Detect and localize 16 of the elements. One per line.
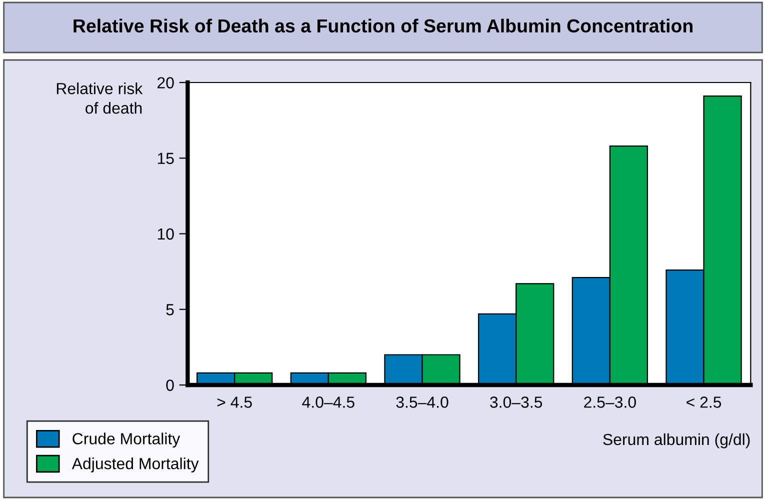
x-tick-label: 4.0–4.5 bbox=[302, 396, 354, 408]
x-tick-label: < 2.5 bbox=[686, 396, 722, 408]
y-tick-label: 5 bbox=[166, 304, 174, 316]
y-tick-label: 10 bbox=[158, 228, 174, 240]
legend-label: Crude Mortality bbox=[72, 432, 180, 448]
y-tick-label: 0 bbox=[166, 380, 174, 391]
legend-label: Adjusted Mortality bbox=[72, 458, 199, 472]
x-tick-label: 3.5–4.0 bbox=[396, 396, 448, 408]
y-axis-title: Relative risk of death bbox=[56, 82, 143, 114]
y-tick-label: 20 bbox=[158, 77, 174, 88]
x-axis-title: Serum albumin (g/dl) bbox=[603, 433, 750, 448]
x-tick-label: 3.0–3.5 bbox=[490, 396, 542, 408]
y-tick-label: 15 bbox=[158, 152, 174, 164]
x-tick-label: 2.5–3.0 bbox=[584, 396, 636, 408]
x-tick-label: > 4.5 bbox=[217, 396, 252, 408]
chart-title: Relative Risk of Death as a Function of Serum Albumin Concentration bbox=[74, 18, 692, 33]
